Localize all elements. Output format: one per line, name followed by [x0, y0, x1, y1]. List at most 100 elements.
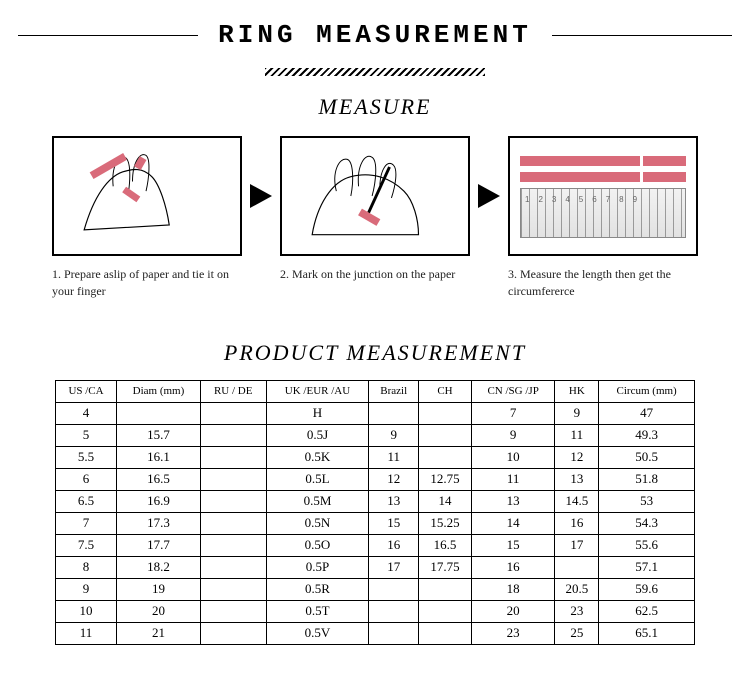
table-cell — [200, 622, 266, 644]
table-cell: 9 — [369, 424, 419, 446]
table-cell: 7 — [56, 512, 117, 534]
table-cell: 16 — [555, 512, 599, 534]
table-cell: 11 — [555, 424, 599, 446]
table-cell — [419, 424, 472, 446]
table-cell: 7 — [471, 402, 554, 424]
col-ch: CH — [419, 380, 472, 402]
table-cell: 11 — [56, 622, 117, 644]
col-us-ca: US /CA — [56, 380, 117, 402]
table-cell: 12.75 — [419, 468, 472, 490]
table-row: 5.516.10.5K11101250.5 — [56, 446, 695, 468]
table-cell: 20.5 — [555, 578, 599, 600]
table-cell: 17 — [369, 556, 419, 578]
table-cell: 16 — [471, 556, 554, 578]
header: RING MEASUREMENT — [0, 0, 750, 60]
table-cell: 0.5T — [266, 600, 369, 622]
col-circum: Circum (mm) — [599, 380, 695, 402]
table-cell: 0.5R — [266, 578, 369, 600]
table-cell — [419, 446, 472, 468]
table-cell: 23 — [471, 622, 554, 644]
table-cell — [369, 402, 419, 424]
table-cell: 18 — [471, 578, 554, 600]
arrow-icon — [478, 184, 500, 208]
table-cell: 13 — [555, 468, 599, 490]
table-cell: 19 — [117, 578, 201, 600]
table-cell — [200, 556, 266, 578]
paper-strip-bottom — [520, 172, 686, 182]
table-cell — [200, 534, 266, 556]
table-cell: 12 — [369, 468, 419, 490]
table-cell: 50.5 — [599, 446, 695, 468]
table-cell: 0.5J — [266, 424, 369, 446]
table-row: 7.517.70.5O1616.5151755.6 — [56, 534, 695, 556]
table-cell: 57.1 — [599, 556, 695, 578]
table-cell: 15.25 — [419, 512, 472, 534]
col-uk-eur-au: UK /EUR /AU — [266, 380, 369, 402]
table-cell: 14.5 — [555, 490, 599, 512]
table-cell — [419, 578, 472, 600]
table-cell: 11 — [471, 468, 554, 490]
table-cell: 17.3 — [117, 512, 201, 534]
table-cell: 13 — [369, 490, 419, 512]
table-cell: 59.6 — [599, 578, 695, 600]
table-cell: 21 — [117, 622, 201, 644]
table-cell — [419, 402, 472, 424]
table-cell: 0.5N — [266, 512, 369, 534]
table-cell — [200, 512, 266, 534]
table-cell: 9 — [471, 424, 554, 446]
measure-steps: 1. Prepare aslip of paper and tie it on … — [0, 136, 750, 300]
table-cell: 14 — [419, 490, 472, 512]
table-cell: 23 — [555, 600, 599, 622]
table-cell — [200, 424, 266, 446]
table-cell: 20 — [471, 600, 554, 622]
ruler-numbers: 123456789 — [525, 195, 646, 204]
table-cell: 4 — [56, 402, 117, 424]
ruler-icon: 123456789 — [520, 188, 686, 238]
table-cell: 14 — [471, 512, 554, 534]
col-diam: Diam (mm) — [117, 380, 201, 402]
table-cell: 16.5 — [117, 468, 201, 490]
table-row: 10200.5T202362.5 — [56, 600, 695, 622]
step-1-illustration — [52, 136, 242, 256]
table-cell — [200, 600, 266, 622]
table-cell: 49.3 — [599, 424, 695, 446]
step-2-caption: 2. Mark on the junction on the paper — [280, 266, 470, 283]
divider-right — [552, 35, 732, 36]
table-cell: 17.75 — [419, 556, 472, 578]
table-cell: 9 — [56, 578, 117, 600]
table-cell — [369, 622, 419, 644]
measure-subtitle: MEASURE — [0, 94, 750, 120]
table-row: 6.516.90.5M13141314.553 — [56, 490, 695, 512]
table-row: 11210.5V232565.1 — [56, 622, 695, 644]
table-cell: 10 — [471, 446, 554, 468]
table-cell: 16 — [369, 534, 419, 556]
table-cell: 17.7 — [117, 534, 201, 556]
arrow-icon — [250, 184, 272, 208]
step-3: 123456789 3. Measure the length then get… — [508, 136, 698, 300]
table-cell: 16.9 — [117, 490, 201, 512]
table-cell — [555, 556, 599, 578]
table-cell: 15 — [471, 534, 554, 556]
paper-strip-top — [520, 156, 686, 166]
step-1-caption: 1. Prepare aslip of paper and tie it on … — [52, 266, 242, 300]
table-cell: 15 — [369, 512, 419, 534]
col-hk: HK — [555, 380, 599, 402]
table-cell: 16.5 — [419, 534, 472, 556]
table-row: 515.70.5J991149.3 — [56, 424, 695, 446]
table-cell: 12 — [555, 446, 599, 468]
product-title: PRODUCT MEASUREMENT — [0, 340, 750, 366]
table-cell: 65.1 — [599, 622, 695, 644]
step-1: 1. Prepare aslip of paper and tie it on … — [52, 136, 242, 300]
table-cell: 0.5M — [266, 490, 369, 512]
table-cell: 47 — [599, 402, 695, 424]
table-cell: 17 — [555, 534, 599, 556]
col-cn-sg-jp: CN /SG /JP — [471, 380, 554, 402]
table-cell — [200, 402, 266, 424]
col-ru-de: RU / DE — [200, 380, 266, 402]
table-cell — [200, 578, 266, 600]
table-row: 4H7947 — [56, 402, 695, 424]
table-cell: 25 — [555, 622, 599, 644]
hatch-decoration — [265, 68, 485, 76]
table-cell: 11 — [369, 446, 419, 468]
table-row: 616.50.5L1212.75111351.8 — [56, 468, 695, 490]
